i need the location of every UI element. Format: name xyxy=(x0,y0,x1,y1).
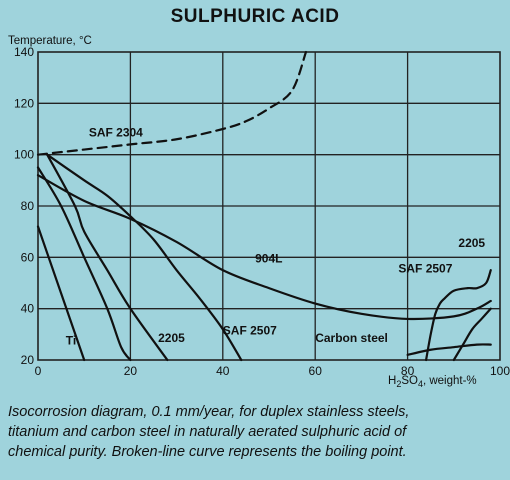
series-label-saf-2507: SAF 2507 xyxy=(223,323,277,337)
series-line-2205 xyxy=(36,166,132,362)
y-tick-label: 60 xyxy=(21,250,35,264)
x-axis-title: H2SO4, weight-% xyxy=(388,375,477,389)
series-label-carbon-steel: Carbon steel xyxy=(315,331,388,345)
series-line-saf-2507 xyxy=(46,153,243,362)
series-line-904l xyxy=(36,174,492,321)
series-labels: Ti 2205 SAF 2304 SAF 2507 904L SAF 2507 2205 Ca… xyxy=(66,126,486,348)
x-tick-label: 40 xyxy=(216,364,230,378)
series-lines xyxy=(36,50,492,362)
series-label-saf-2304: SAF 2304 xyxy=(89,126,143,140)
grid xyxy=(37,51,501,361)
series-label-ti: Ti xyxy=(66,334,76,348)
figure-caption: Isocorrosion diagram, 0.1 mm/year, for d… xyxy=(8,404,410,460)
y-tick-label: 40 xyxy=(21,302,35,316)
y-tick-label: 120 xyxy=(14,96,34,110)
x-tick-label: 100 xyxy=(490,364,510,378)
series-line-saf-2507 xyxy=(424,269,492,362)
x-tick-label: 60 xyxy=(309,364,323,378)
chart-title: SULPHURIC ACID xyxy=(170,6,340,27)
y-tick-label: 80 xyxy=(21,199,35,213)
series-line-ti xyxy=(36,225,86,362)
x-tick-label: 80 xyxy=(401,364,415,378)
x-tick-label: 20 xyxy=(124,364,138,378)
series-label-2205: 2205 xyxy=(158,331,185,345)
series-line-boiling-point xyxy=(36,50,308,156)
series-label-saf-2507: SAF 2507 xyxy=(398,262,452,276)
series-label-904l: 904L xyxy=(255,251,282,265)
series-label-2205: 2205 xyxy=(458,236,485,250)
x-tick-label: 0 xyxy=(35,364,42,378)
y-axis-title: Temperature, °C xyxy=(8,35,92,47)
y-tick-label: 100 xyxy=(14,148,34,162)
series-line-2205 xyxy=(452,307,492,362)
y-tick-label: 20 xyxy=(21,353,35,367)
series-line-carbon-steel xyxy=(406,343,492,356)
y-tick-label: 140 xyxy=(14,45,34,59)
series-line-saf-2304 xyxy=(46,153,169,362)
